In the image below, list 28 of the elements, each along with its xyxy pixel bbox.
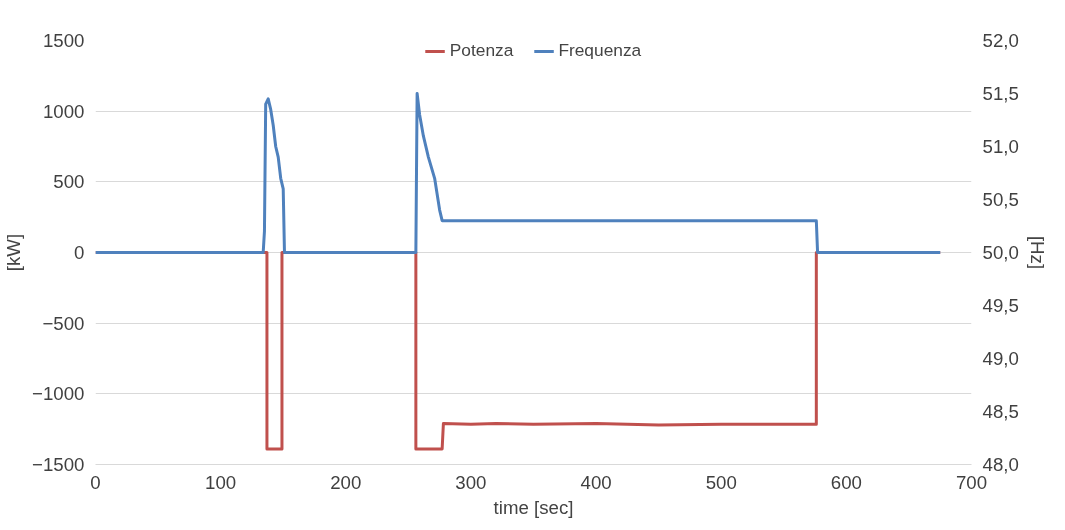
- y-tick-label: 1000: [43, 100, 85, 122]
- y-tick-label: −1000: [32, 383, 85, 405]
- y2-tick-label: 49,5: [982, 295, 1019, 316]
- line-series: [95, 92, 942, 254]
- x-tick-label: 500: [705, 471, 737, 493]
- y2-tick-label: 50,0: [982, 242, 1019, 263]
- y-tick-label: 0: [74, 242, 85, 263]
- x-tick-label: 200: [330, 471, 362, 493]
- y2-tick-label: 49,0: [982, 348, 1019, 369]
- legend-label: Potenza: [449, 40, 514, 61]
- x-tick-label: 300: [455, 471, 487, 493]
- y2-tick-label: 50,5: [982, 189, 1019, 210]
- x-tick-label: 600: [830, 471, 862, 493]
- y-tick-label: −1500: [32, 454, 85, 475]
- y-tick-label: 500: [53, 171, 85, 193]
- x-tick-label: 400: [580, 471, 612, 493]
- x-tick-label: 0: [90, 471, 101, 493]
- y-tick-label: 1500: [43, 30, 85, 51]
- y2-tick-label: 51,5: [982, 83, 1019, 104]
- legend-label: Frequenza: [558, 40, 642, 61]
- y2-tick-label: 52,0: [982, 30, 1019, 51]
- y-axis-title: [kW]: [3, 233, 25, 272]
- y-tick-label: −500: [42, 312, 85, 334]
- y2-tick-label: 51,0: [982, 136, 1019, 157]
- y2-axis-title: [Hz]: [1026, 235, 1048, 270]
- y2-tick-label: 48,5: [982, 401, 1019, 422]
- x-axis-title: time [sec]: [493, 496, 574, 518]
- x-tick-label: 100: [205, 471, 237, 493]
